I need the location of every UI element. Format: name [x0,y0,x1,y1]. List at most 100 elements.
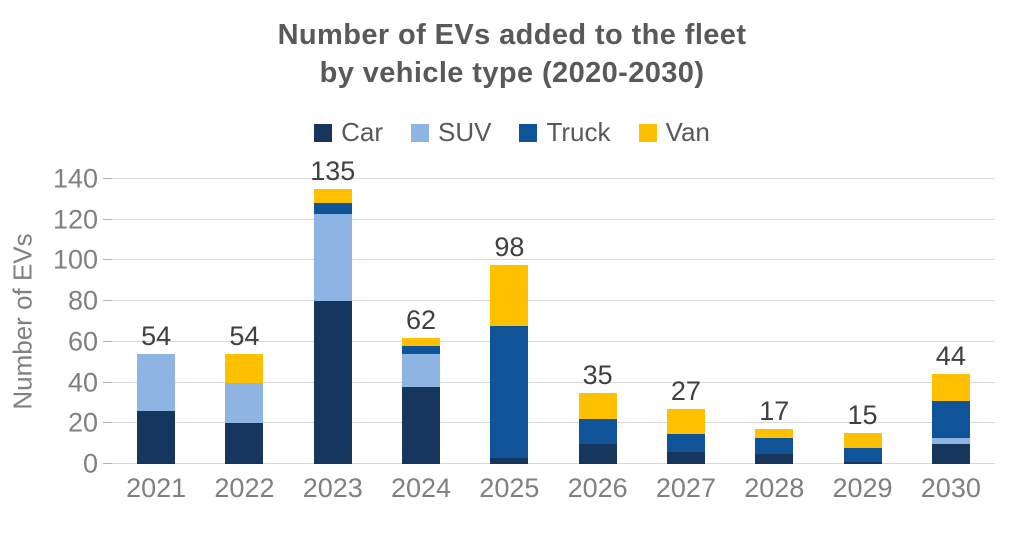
bar-group-2024: 62 [377,179,465,464]
chart-title-line1: Number of EVs added to the fleet [277,19,747,51]
bar-total-label-2021: 54 [141,321,172,352]
bar-group-2025: 98 [465,179,553,464]
bar-group-2027: 27 [642,179,730,464]
x-axis-label-2029: 2029 [832,473,893,503]
bar-stack-2024 [402,337,441,464]
bar-segment-car-2024 [402,386,441,464]
bar-segment-car-2030 [931,443,970,464]
gridline-40 [112,381,995,383]
bar-segment-suv-2021 [137,354,176,412]
legend-swatch-suv-icon [411,123,430,142]
legend-label-van: Van [665,117,710,147]
bar-stack-2030 [931,374,970,464]
bar-segment-car-2025 [490,457,529,464]
chart-title-line2: by vehicle type (2020-2030) [319,57,705,89]
x-axis-label-2021: 2021 [126,473,187,503]
bar-segment-suv-2030 [931,437,970,444]
bar-segment-van-2027 [666,409,705,434]
bar-segment-suv-2023 [313,213,352,302]
bar-segment-car-2028 [755,453,794,464]
x-axis-label-2026: 2026 [567,473,628,503]
bar-stack-2026 [578,392,617,464]
bar-segment-truck-2030 [931,400,970,438]
bar-segment-van-2030 [931,374,970,401]
bar-total-label-2029: 15 [847,400,878,431]
bar-segment-truck-2023 [313,203,352,214]
x-axis-label-2025: 2025 [479,473,540,503]
bar-stack-2028 [755,429,794,464]
bar-stack-2029 [843,433,882,464]
bar-total-label-2023: 135 [310,156,356,187]
x-axis-label-2027: 2027 [655,473,716,503]
x-axis-label-2024: 2024 [391,473,452,503]
bar-total-label-2028: 17 [759,396,790,427]
bar-group-2021: 54 [112,179,200,464]
bar-stack-2021 [137,354,176,464]
bar-group-2028: 17 [730,179,818,464]
y-tick-label-80: 80 [67,285,98,316]
bars-row: 54 54 135 62 98 35 27 17 15 44 [112,158,995,464]
y-tick-label-0: 0 [82,448,98,479]
legend-item-truck: Truck [519,117,611,148]
bar-group-2030: 44 [907,179,995,464]
x-axis-label-2030: 2030 [920,473,981,503]
y-axis-tick-labels: 0 20 40 60 80 100 120 140 [0,164,98,479]
gridline-120 [112,218,995,220]
x-axis-tick-labels: 2021 2022 2023 2024 2025 2026 2027 2028 2029 2030 [112,473,995,504]
bar-segment-van-2028 [755,429,794,438]
bar-stack-2027 [666,409,705,464]
bar-total-label-2022: 54 [229,321,260,352]
legend-item-van: Van [638,117,710,148]
x-axis-label-2022: 2022 [214,473,275,503]
bar-stack-2025 [490,264,529,464]
y-tick-mark-20 [103,422,112,424]
bar-segment-van-2029 [843,433,882,448]
legend-item-suv: SUV [411,117,491,148]
bar-group-2029: 15 [818,179,906,464]
y-tick-mark-120 [103,218,112,220]
bar-stack-2022 [225,354,264,464]
bar-segment-truck-2028 [755,437,794,454]
y-tick-mark-60 [103,340,112,342]
legend-swatch-car-icon [314,123,333,142]
y-tick-label-20: 20 [67,407,98,438]
bar-segment-suv-2022 [225,382,264,424]
y-tick-label-60: 60 [67,326,98,357]
bar-segment-van-2022 [225,354,264,383]
y-tick-label-100: 100 [52,244,98,275]
y-tick-mark-0 [103,463,112,464]
y-tick-mark-40 [103,381,112,383]
gridline-100 [112,259,995,261]
y-tick-mark-140 [103,178,112,179]
bar-segment-car-2023 [313,301,352,464]
bar-group-2023: 135 [289,158,377,464]
legend-swatch-van-icon [638,123,657,142]
legend-label-car: Car [341,117,384,147]
gridline-80 [112,300,995,302]
bar-stack-2023 [313,189,352,464]
bar-total-label-2025: 98 [494,231,525,262]
bar-total-label-2030: 44 [935,341,966,372]
bar-segment-car-2029 [843,462,882,464]
gridline-0 [112,463,995,464]
bar-segment-car-2027 [666,451,705,464]
chart-title: Number of EVs added to the fleet by vehi… [0,16,1024,92]
gridline-60 [112,340,995,342]
bar-segment-car-2022 [225,423,264,464]
bar-segment-suv-2024 [402,354,441,387]
bar-segment-car-2026 [578,443,617,464]
y-tick-mark-80 [103,300,112,302]
legend-label-truck: Truck [546,117,611,147]
y-tick-label-140: 140 [52,163,98,194]
bar-segment-van-2026 [578,392,617,420]
bar-segment-car-2021 [137,411,176,464]
bar-segment-van-2024 [402,337,441,346]
bar-segment-truck-2027 [666,433,705,452]
bar-total-label-2026: 35 [582,359,613,390]
bar-total-label-2024: 62 [406,304,437,335]
legend-item-car: Car [314,117,383,148]
bar-total-label-2027: 27 [670,376,701,407]
y-tick-label-120: 120 [52,204,98,235]
plot-area: 54 54 135 62 98 35 27 17 15 44 [103,158,995,464]
